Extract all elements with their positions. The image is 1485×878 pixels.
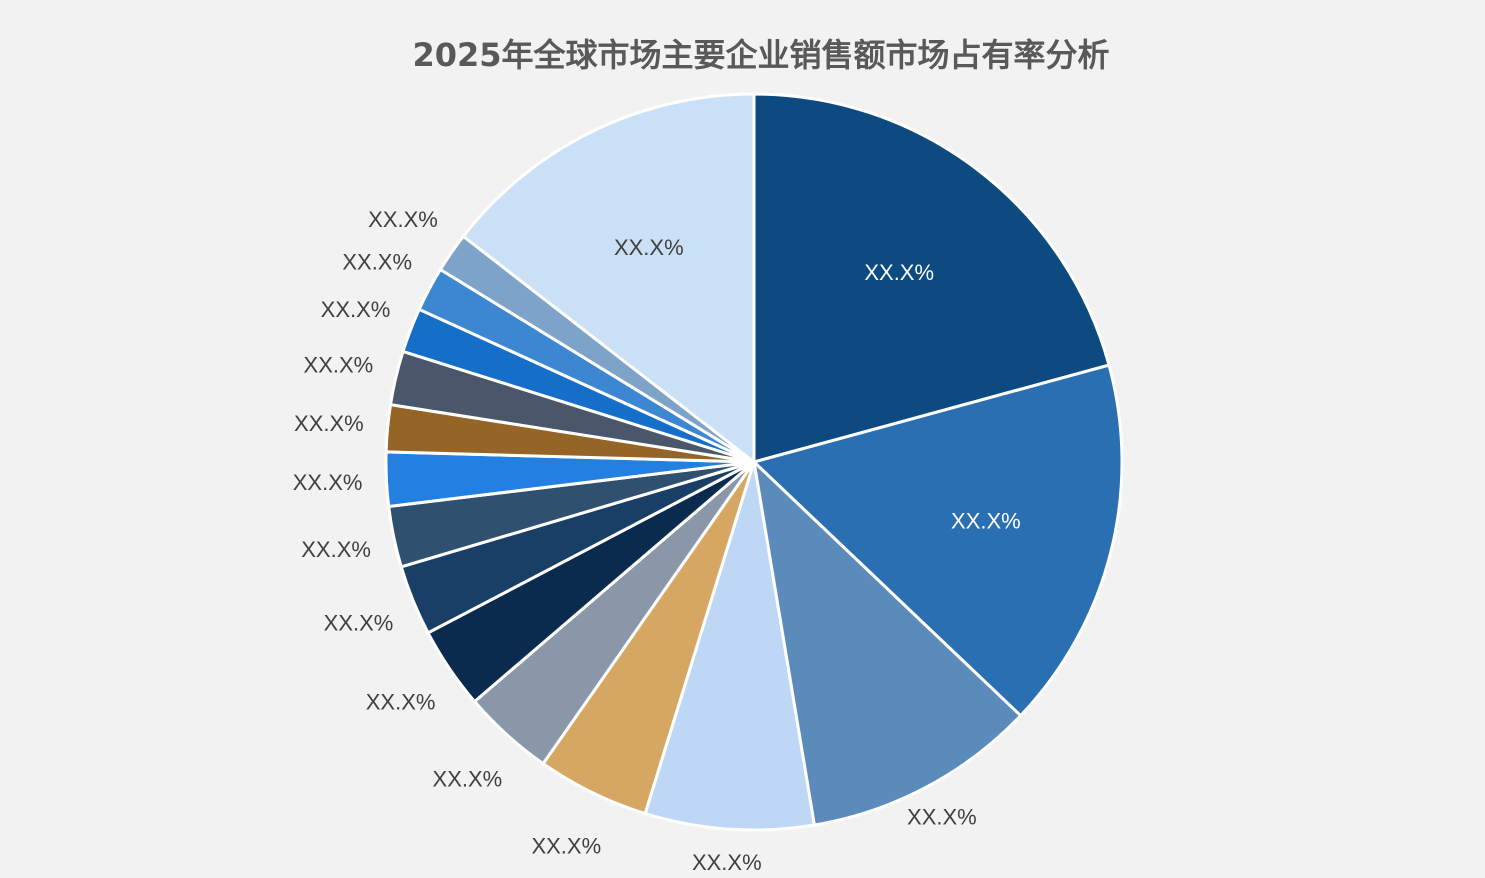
pie-data-labels: XX.X% XX.X% XX.X% XX.X% XX.X% XX.X% XX.X% XX.X%… <box>293 207 1021 875</box>
pie-slice-2 <box>751 363 1124 718</box>
data-label-14: XX.X% <box>342 249 412 274</box>
data-label-7: XX.X% <box>366 690 436 715</box>
pie-slices <box>384 92 1124 832</box>
pie-slice-4 <box>643 461 817 832</box>
pie-slice-3 <box>751 457 1023 827</box>
data-label-6: XX.X% <box>433 766 503 791</box>
pie-slice-1 <box>752 92 1111 464</box>
data-label-9: XX.X% <box>301 537 371 562</box>
data-label-5: XX.X% <box>531 833 601 858</box>
data-label-15: XX.X% <box>368 207 438 232</box>
data-label-11: XX.X% <box>294 411 364 436</box>
data-label-10: XX.X% <box>293 470 363 495</box>
data-label-8: XX.X% <box>324 611 394 636</box>
pie-slice-16 <box>461 92 756 466</box>
data-label-4: XX.X% <box>692 850 762 875</box>
data-label-12: XX.X% <box>304 352 374 377</box>
data-label-16: XX.X% <box>614 235 684 260</box>
data-label-13: XX.X% <box>321 297 391 322</box>
chart-title: 2025年全球市场主要企业销售额市场占有率分析 <box>412 36 1110 74</box>
data-label-2: XX.X% <box>951 509 1021 534</box>
data-label-1: XX.X% <box>864 260 934 285</box>
data-label-3: XX.X% <box>907 804 977 829</box>
